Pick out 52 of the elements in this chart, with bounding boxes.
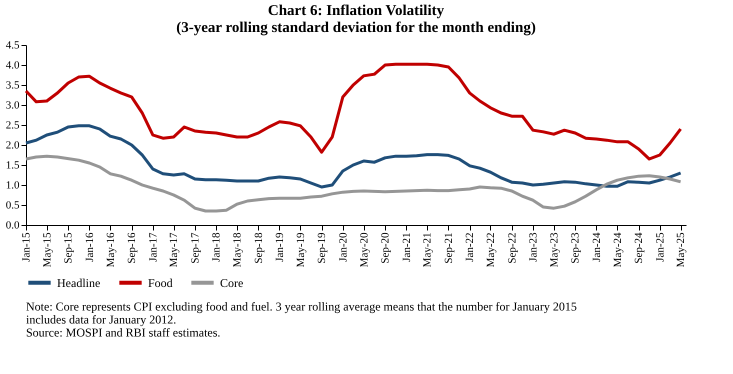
x-tick-label: Sep-21: [442, 232, 455, 264]
x-tick-label: Jan-21: [400, 232, 413, 262]
x-tick-label: Sep-24: [633, 232, 646, 264]
x-tick-label: Sep-18: [252, 232, 265, 264]
x-tick-label: Jan-24: [590, 232, 603, 262]
legend-label: Core: [220, 276, 244, 290]
legend-label: Headline: [57, 276, 100, 290]
y-tick-label: 1.5: [6, 160, 20, 172]
y-tick-label: 3.0: [6, 100, 20, 112]
x-tick-label: Sep-22: [506, 232, 518, 264]
y-tick-label: 0.0: [6, 220, 20, 232]
x-tick-label: Sep-17: [189, 232, 202, 264]
x-tick-label: May-21: [422, 232, 434, 268]
x-tick-label: May-24: [612, 232, 624, 268]
y-tick-label: 3.5: [6, 80, 20, 92]
x-tick-label: Jan-23: [527, 232, 540, 262]
x-tick-label: Sep-19: [316, 232, 328, 264]
x-tick-label: May-18: [231, 232, 244, 268]
x-tick-label: Jan-19: [274, 232, 286, 262]
x-tick-label: Jan-16: [84, 232, 96, 262]
x-tick-label: Jan-22: [464, 232, 476, 262]
x-tick-label: May-19: [294, 232, 307, 268]
x-tick-label: May-23: [548, 232, 560, 268]
x-tick-label: May-15: [41, 232, 54, 268]
line-series: [24, 124, 682, 188]
legend-label: Food: [148, 276, 173, 290]
x-tick-label: Jan-20: [337, 232, 350, 262]
x-tick-label: May-22: [484, 232, 497, 268]
x-tick-label: May-20: [358, 232, 370, 268]
text: (3-year rolling standard deviation for the month ending): [176, 20, 536, 36]
x-tick-label: May-16: [104, 232, 117, 268]
line-series: [24, 154, 682, 212]
y-tick-label: 2.0: [6, 140, 20, 152]
y-tick-label: 1.0: [6, 180, 20, 192]
x-tick-label: Jan-15: [20, 232, 32, 262]
y-tick-label: 4.5: [6, 40, 20, 52]
x-tick-label: Jan-25: [654, 232, 666, 262]
source-note: Source: MOSPI and RBI staff estimates.: [26, 326, 220, 340]
x-tick-label: Sep-23: [570, 232, 582, 264]
text: Chart 6: Inflation Volatility: [268, 3, 444, 19]
x-tick-label: Jan-18: [210, 232, 223, 262]
y-tick-label: 0.5: [6, 200, 20, 212]
line-series: [24, 62, 682, 160]
text: Note: Core represents CPI excluding food and fuel. 3 year rolling average means that the number for January 2015 includes data for January 2012.: [26, 300, 577, 326]
x-tick-label: May-17: [168, 232, 180, 268]
x-tick-label: Sep-20: [380, 232, 392, 264]
y-tick-label: 2.5: [6, 120, 20, 132]
x-tick-label: Sep-15: [62, 232, 75, 264]
y-tick-label: 4.0: [6, 60, 20, 72]
x-tick-label: Jan-17: [147, 232, 160, 262]
x-tick-label: Sep-16: [126, 232, 138, 264]
x-tick-label: May-25: [675, 232, 688, 268]
